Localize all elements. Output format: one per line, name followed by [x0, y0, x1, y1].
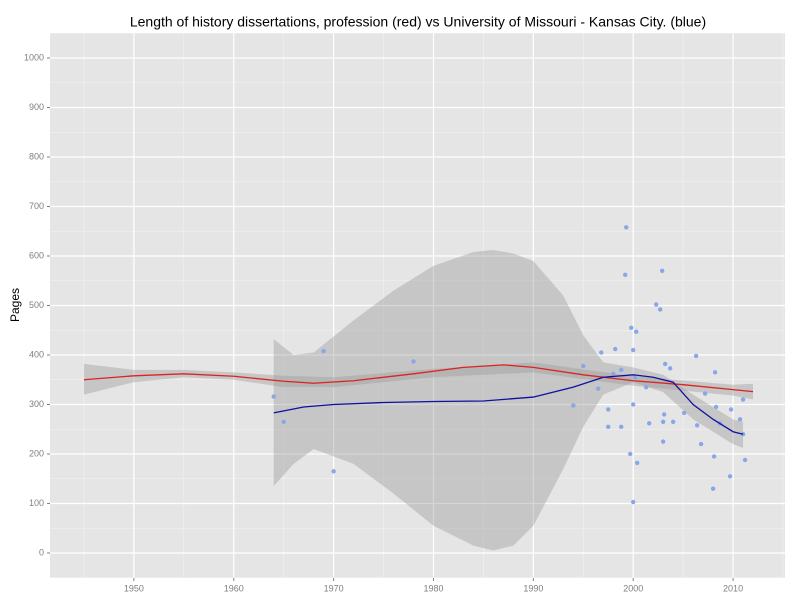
- confidence-band: [83, 362, 754, 400]
- y-tick-label: 400: [29, 349, 44, 359]
- data-point: [646, 421, 652, 426]
- data-point: [727, 474, 733, 479]
- x-tick-label: 2010: [723, 583, 743, 593]
- data-point: [661, 412, 667, 417]
- x-tick-label: 1980: [423, 583, 443, 593]
- y-tick-label: 500: [29, 300, 44, 310]
- y-tick-label: 800: [29, 151, 44, 161]
- data-point: [629, 325, 634, 330]
- data-point: [606, 407, 611, 412]
- data-point: [596, 386, 601, 391]
- data-point: [681, 410, 687, 416]
- x-tick-label: 1970: [324, 583, 344, 593]
- chart-title: Length of history dissertations, profess…: [130, 14, 706, 30]
- data-point: [634, 329, 639, 334]
- data-point: [611, 371, 616, 377]
- data-point: [635, 460, 640, 466]
- data-point: [331, 469, 336, 474]
- data-point: [281, 419, 286, 425]
- data-point: [713, 404, 719, 410]
- y-tick-label: 900: [29, 102, 44, 112]
- data-point: [742, 457, 748, 463]
- y-tick-label: 300: [29, 399, 44, 409]
- data-point: [623, 272, 628, 278]
- data-point: [740, 397, 746, 402]
- data-point: [728, 407, 734, 412]
- data-point: [657, 307, 663, 312]
- data-point: [271, 394, 276, 399]
- data-point: [321, 348, 326, 354]
- data-point: [660, 439, 666, 444]
- data-point: [694, 423, 700, 428]
- data-point: [667, 366, 673, 371]
- x-tick-label: 1990: [523, 583, 543, 593]
- data-point: [653, 302, 659, 307]
- data-point: [712, 370, 718, 375]
- x-tick-label: 2000: [623, 583, 643, 593]
- y-tick-label: 600: [29, 250, 44, 260]
- y-tick-label: 700: [29, 201, 44, 211]
- data-point: [619, 424, 624, 429]
- data-point: [698, 441, 704, 447]
- data-point: [643, 384, 649, 390]
- data-point: [710, 486, 716, 491]
- data-point: [737, 417, 743, 422]
- x-tick-label: 1960: [224, 583, 244, 593]
- data-point: [659, 268, 665, 274]
- data-point: [670, 419, 676, 425]
- data-point: [606, 424, 611, 429]
- data-point: [662, 361, 668, 367]
- y-tick-label: 1000: [24, 52, 44, 62]
- y-tick-label: 200: [29, 448, 44, 458]
- smooth-line: [83, 364, 754, 393]
- data-point: [581, 363, 586, 369]
- data-point: [702, 391, 708, 396]
- confidence-band: [273, 250, 744, 551]
- y-tick-label: 0: [39, 547, 44, 557]
- y-tick-label: 100: [29, 498, 44, 508]
- data-point: [631, 347, 636, 353]
- data-point: [693, 353, 699, 359]
- data-point: [631, 402, 636, 407]
- data-point: [633, 375, 638, 380]
- data-point: [619, 367, 624, 373]
- smooth-line: [273, 374, 744, 435]
- data-point: [624, 225, 629, 230]
- data-point: [628, 451, 633, 457]
- data-point: [411, 359, 416, 364]
- x-tick-label: 1950: [124, 583, 144, 593]
- data-point: [571, 403, 576, 408]
- data-point: [599, 350, 604, 355]
- data-point: [613, 346, 618, 352]
- data-point: [631, 499, 636, 505]
- data-point: [711, 454, 717, 459]
- data-point: [660, 419, 666, 425]
- y-axis-label: Pages: [8, 288, 22, 322]
